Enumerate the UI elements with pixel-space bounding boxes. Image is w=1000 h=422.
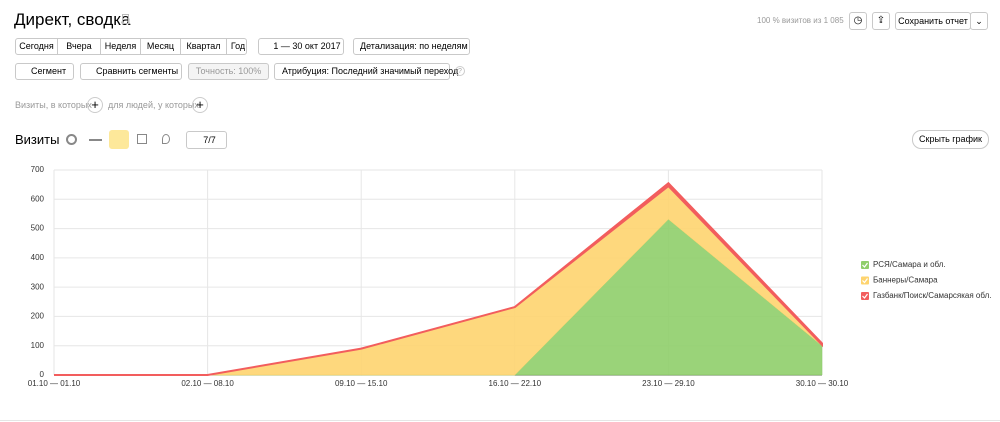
y-tick-label: 200 (31, 312, 45, 321)
bar-view[interactable] (137, 134, 147, 144)
period-group: Сегодня Вчера Неделя Месяц Квартал Год (15, 38, 247, 55)
legend-check (862, 278, 868, 284)
x-tick-label: 01.10 — 01.10 (28, 379, 81, 388)
help-icon[interactable]: ? (455, 66, 465, 76)
filter-label: Визиты, в которых (15, 100, 92, 110)
accuracy-select: Точность: 100% (188, 63, 269, 80)
line-view[interactable] (89, 139, 102, 141)
x-tick-label: 09.10 — 15.10 (335, 379, 388, 388)
filter-label: для людей, у которых (108, 100, 199, 110)
x-tick-label: 30.10 — 30.10 (796, 379, 849, 388)
segment-button[interactable]: Сегмент (15, 63, 74, 80)
legend-check (862, 262, 868, 268)
save-menu[interactable]: ⌄ (970, 12, 988, 30)
legend-label[interactable]: Газбанк/Поиск/Самарсякая обл. (873, 291, 992, 300)
x-tick-label: 02.10 — 08.10 (181, 379, 234, 388)
pie-view[interactable] (66, 134, 77, 145)
area (54, 181, 823, 376)
x-tick-label: 16.10 — 22.10 (489, 379, 542, 388)
hide-chart[interactable]: Скрыть график (912, 130, 989, 149)
visits-note: 100 % визитов из 1 085 (757, 16, 844, 25)
page-title: Директ, сводка (14, 10, 131, 29)
legend-checkbox[interactable] (861, 261, 869, 269)
period-button[interactable]: Вчера (58, 39, 101, 54)
period-button[interactable]: Квартал (181, 39, 227, 54)
legend-label[interactable]: Баннеры/Самара (873, 276, 938, 285)
export-button[interactable]: ⇪ (872, 12, 890, 30)
legend-check (862, 293, 868, 299)
detail-select[interactable]: Детализация: по неделям (353, 38, 470, 55)
y-tick-label: 700 (31, 165, 45, 174)
chart: 0 100 200 300 400 500 600 700 01.10 — 01.10 02.10… (28, 165, 992, 388)
legend-checkbox[interactable] (861, 292, 869, 300)
add-filter[interactable]: + (87, 97, 103, 113)
period-button[interactable]: Сегодня (16, 39, 58, 54)
area-view[interactable] (109, 130, 129, 149)
y-tick-label: 600 (31, 194, 45, 203)
x-tick-label: 23.10 — 29.10 (642, 379, 695, 388)
y-tick-label: 100 (31, 341, 45, 350)
period-button[interactable]: Месяц (141, 39, 181, 54)
y-tick-label: 300 (31, 282, 45, 291)
date-range[interactable]: 1 — 30 окт 2017 (258, 38, 344, 55)
period-button[interactable]: Неделя (101, 39, 141, 54)
attribution-select[interactable]: Атрибуция: Последний значимый переход (274, 63, 458, 80)
bookmark-icon[interactable] (122, 14, 129, 24)
legend-checkbox[interactable] (861, 276, 869, 285)
save-button[interactable]: Сохранить отчет (895, 12, 971, 30)
add-filter[interactable]: + (192, 97, 208, 113)
legend-label[interactable]: РСЯ/Самара и обл. (873, 260, 946, 269)
chart-title: Визиты (15, 132, 60, 147)
compare-button[interactable]: Сравнить сегменты (80, 63, 182, 80)
divider (0, 420, 1000, 421)
y-tick-label: 400 (31, 253, 45, 262)
period-button[interactable]: Год (230, 41, 246, 51)
map-view[interactable] (162, 134, 170, 144)
y-tick-label: 500 (31, 224, 45, 233)
y-tick-label: 0 (40, 370, 45, 379)
history-button[interactable]: ◷ (849, 12, 867, 30)
series-select[interactable]: 7/7 (186, 131, 227, 149)
